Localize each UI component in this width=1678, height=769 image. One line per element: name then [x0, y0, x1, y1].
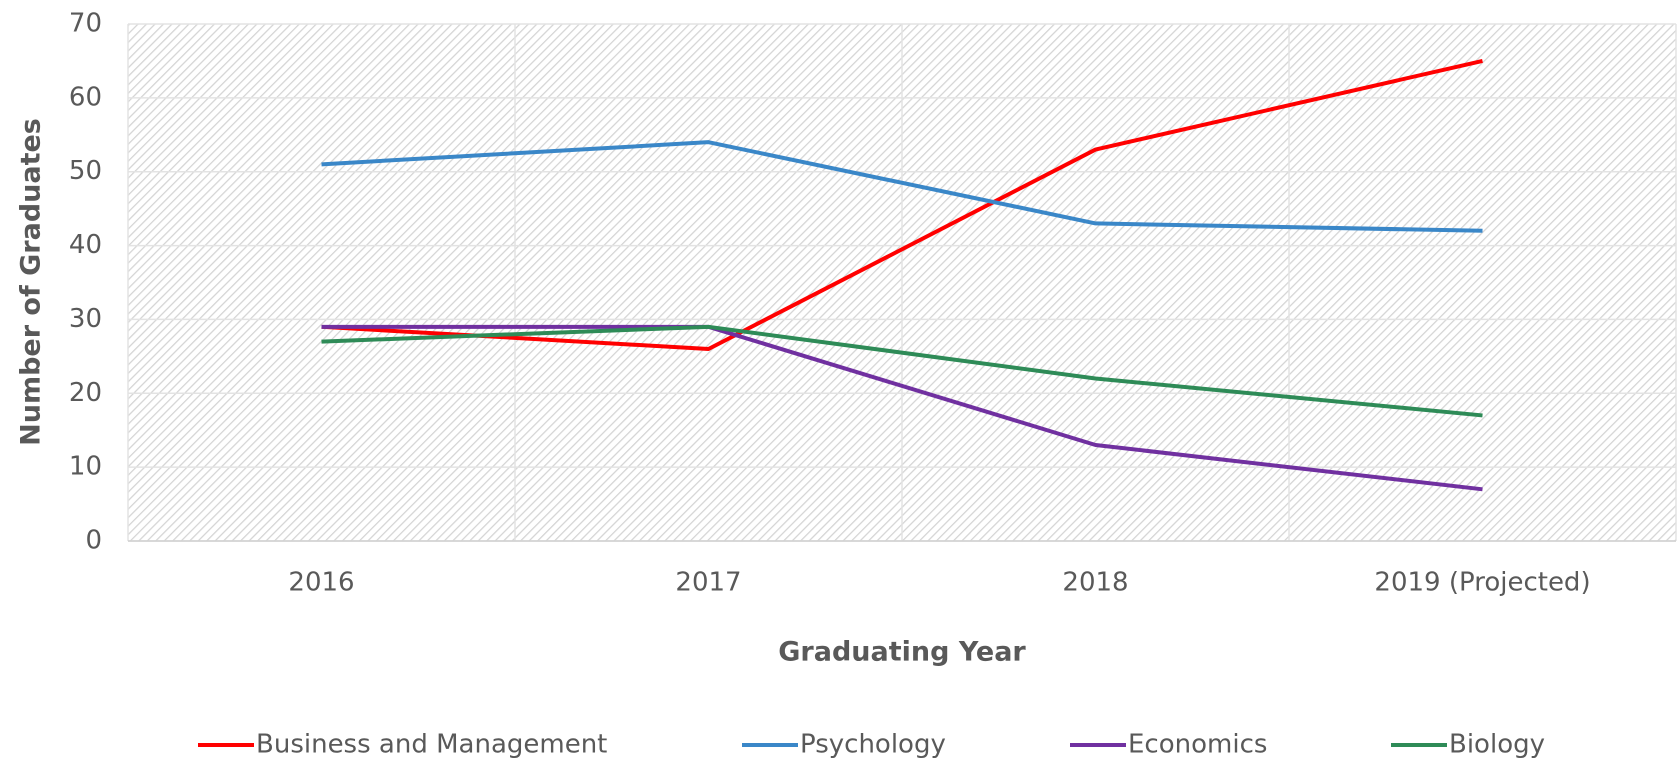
series-line [321, 324, 1483, 492]
legend-label: Business and Management [256, 730, 607, 760]
y-tick-label: 30 [69, 304, 102, 334]
y-tick-label: 70 [69, 9, 102, 39]
x-tick-label: 2017 [675, 568, 741, 598]
x-tick-label: 2016 [288, 568, 354, 598]
series-line [321, 140, 1483, 233]
y-axis-title: Number of Graduates [16, 118, 47, 446]
legend-label: Economics [1128, 730, 1267, 760]
y-tick-label: 50 [69, 156, 102, 186]
legend-label: Biology [1449, 730, 1545, 760]
x-tick-label: 2019 (Projected) [1374, 568, 1590, 598]
legend-label: Psychology [800, 730, 946, 760]
series-line [321, 324, 1483, 418]
x-axis-title: Graduating Year [778, 637, 1026, 668]
series-line [321, 58, 1483, 351]
y-tick-label: 20 [69, 378, 102, 408]
y-tick-label: 10 [69, 452, 102, 482]
y-tick-label: 60 [69, 82, 102, 112]
x-tick-label: 2018 [1062, 568, 1128, 598]
y-tick-label: 0 [85, 526, 102, 556]
y-tick-label: 40 [69, 230, 102, 260]
